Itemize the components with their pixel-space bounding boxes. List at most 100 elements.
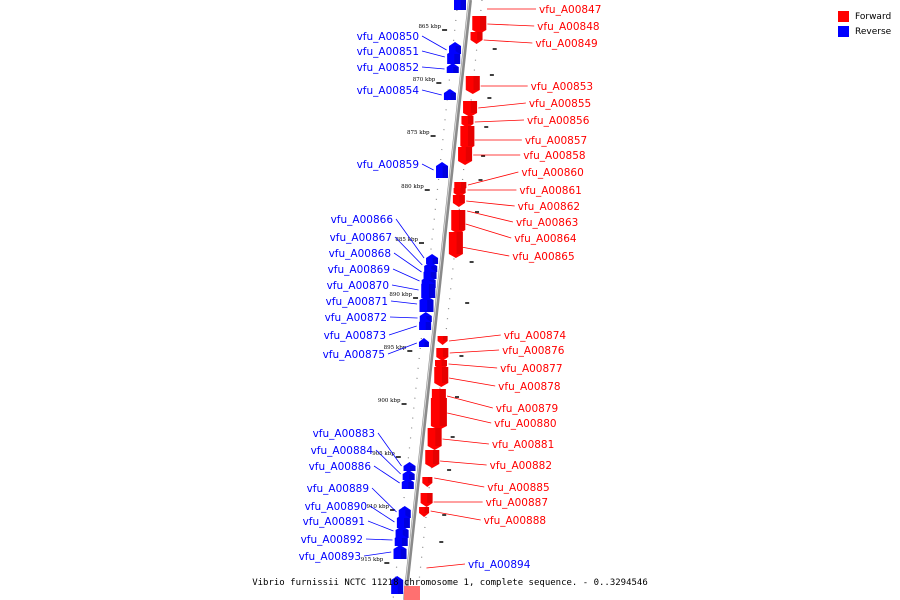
forward-leader-line [449,349,500,354]
reverse-leader-line [421,50,445,58]
reverse-leader-line [390,300,418,305]
forward-leader-line [426,563,466,569]
forward-gene-vfu_A00857 [460,126,475,150]
forward-leader-line [434,477,485,488]
gene-label-vfu_A00873: vfu_A00873 [324,330,386,342]
scale-tick-label: 900 kbp [378,398,401,404]
gene-label-vfu_A00883: vfu_A00883 [313,428,375,440]
reverse-gene-vfu_A00886 [401,478,414,489]
gene-label-vfu_A00874: vfu_A00874 [504,330,567,342]
forward-gene-vfu_A00855 [463,101,478,117]
gene-label-vfu_A00878: vfu_A00878 [498,381,560,393]
gene-label-vfu_A00860: vfu_A00860 [521,167,583,179]
reverse-leader-line [365,538,393,541]
gene-label-vfu_A00867: vfu_A00867 [330,232,392,244]
legend-item-reverse: Reverse [838,24,891,39]
forward-swatch [838,11,849,22]
forward-gene-vfu_A00849 [470,32,483,44]
gene-label-vfu_A00890: vfu_A00890 [305,501,367,513]
scale-tick-label: 870 kbp [413,77,436,83]
gene-label-vfu_A00852: vfu_A00852 [357,62,419,74]
forward-gene-vfu_A00881 [427,428,442,450]
reverse-gene-vfu_A00884 [402,470,415,480]
gene-label-vfu_A00891: vfu_A00891 [303,516,365,528]
reverse-gene-vfu_A00854 [443,89,456,100]
forward-gene-vfu_A00888 [419,507,430,517]
scale-tick-label: 885 kbp [395,237,418,243]
sequence-backbone-highlight [403,0,470,600]
gene-label-vfu_A00882: vfu_A00882 [490,460,552,472]
reverse-gene-vfu_A00866 [426,254,439,264]
gene-label-vfu_A00857: vfu_A00857 [525,135,587,147]
reverse-leader-line [421,163,434,171]
reverse-gene-vfu_A00870 [421,280,436,298]
gene-label-vfu_A00880: vfu_A00880 [494,418,556,430]
gene-label-vfu_A00865: vfu_A00865 [512,251,574,263]
scale-tick-label: 890 kbp [389,292,412,298]
reverse-gene-vfu_A00851 [447,50,461,64]
gene-label-vfu_A00864: vfu_A00864 [514,233,577,245]
scale-tick-label: 910 kbp [366,504,389,510]
gene-label-vfu_A00866: vfu_A00866 [331,214,394,226]
reverse-leader-line [373,465,400,484]
reverse-gene-partial-bottom [391,576,404,594]
forward-leader-line [466,200,515,207]
forward-gene-vfu_A00864 [448,232,463,258]
gene-label-vfu_A00876: vfu_A00876 [502,345,565,357]
forward-gene-vfu_A00863 [451,210,466,234]
legend-item-forward: Forward [838,9,891,24]
gene-label-vfu_A00871: vfu_A00871 [326,296,388,308]
reverse-gene-vfu_A00871 [419,296,434,312]
gene-label-vfu_A00892: vfu_A00892 [301,534,363,546]
forward-gene-vfu_A00876 [436,348,449,361]
gene-label-vfu_A00872: vfu_A00872 [325,312,387,324]
scale-tick-label: 915 kbp [361,557,384,563]
reverse-leader-line [387,342,417,355]
forward-gene-vfu_A00882 [425,450,440,468]
reverse-leader-line [392,268,420,282]
gene-label-vfu_A00853: vfu_A00853 [531,81,593,93]
forward-leader-line [448,363,498,369]
forward-gene-vfu_A00878 [434,367,449,387]
gene-label-vfu_A00856: vfu_A00856 [527,115,590,127]
reverse-leader-line [377,432,402,467]
forward-guide-dots [416,0,483,600]
forward-leader-line [440,460,487,466]
gene-label-vfu_A00888: vfu_A00888 [484,515,546,527]
gene-label-vfu_A00893: vfu_A00893 [299,551,361,563]
gene-label-vfu_A00889: vfu_A00889 [307,483,369,495]
scale-tick-label: 905 kbp [372,451,395,457]
reverse-leader-line [393,252,422,273]
gene-label-vfu_A00868: vfu_A00868 [329,248,391,260]
segment-end-marker [404,586,420,600]
forward-gene-vfu_A00853 [465,76,480,94]
gene-label-vfu_A00859: vfu_A00859 [357,159,419,171]
reverse-leader-line [395,218,425,259]
forward-leader-line [447,412,492,424]
forward-gene-vfu_A00880 [430,398,447,430]
gene-label-vfu_A00879: vfu_A00879 [496,403,558,415]
gene-label-vfu_A00881: vfu_A00881 [492,439,554,451]
gene-label-vfu_A00849: vfu_A00849 [535,38,597,50]
gene-label-vfu_A00848: vfu_A00848 [537,21,599,33]
gene-label-vfu_A00847: vfu_A00847 [539,4,601,16]
reverse-gene-vfu_A00859 [436,162,449,178]
reverse-gene-vfu_A00875 [418,338,429,347]
reverse-gene-vfu_A00852 [446,63,459,73]
reverse-leader-line [421,35,447,51]
reverse-swatch [838,26,849,37]
reverse-leader-line [394,236,423,266]
gene-label-vfu_A00887: vfu_A00887 [486,497,548,509]
reverse-leader-line [363,551,392,557]
reverse-leader-line [389,316,418,319]
gene-label-vfu_A00886: vfu_A00886 [309,461,372,473]
gene-label-vfu_A00858: vfu_A00858 [523,150,585,162]
reverse-gene-vfu_A00890 [396,514,410,528]
gene-label-vfu_A00884: vfu_A00884 [311,445,374,457]
gene-label-vfu_A00854: vfu_A00854 [357,85,420,97]
gene-label-vfu_A00869: vfu_A00869 [328,264,390,276]
forward-gene-vfu_A00862 [452,195,465,207]
forward-leader-line [449,334,501,342]
legend-forward-label: Forward [855,11,892,22]
reverse-leader-line [421,66,445,70]
